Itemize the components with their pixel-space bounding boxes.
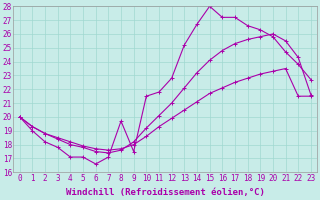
X-axis label: Windchill (Refroidissement éolien,°C): Windchill (Refroidissement éolien,°C) — [66, 188, 265, 197]
